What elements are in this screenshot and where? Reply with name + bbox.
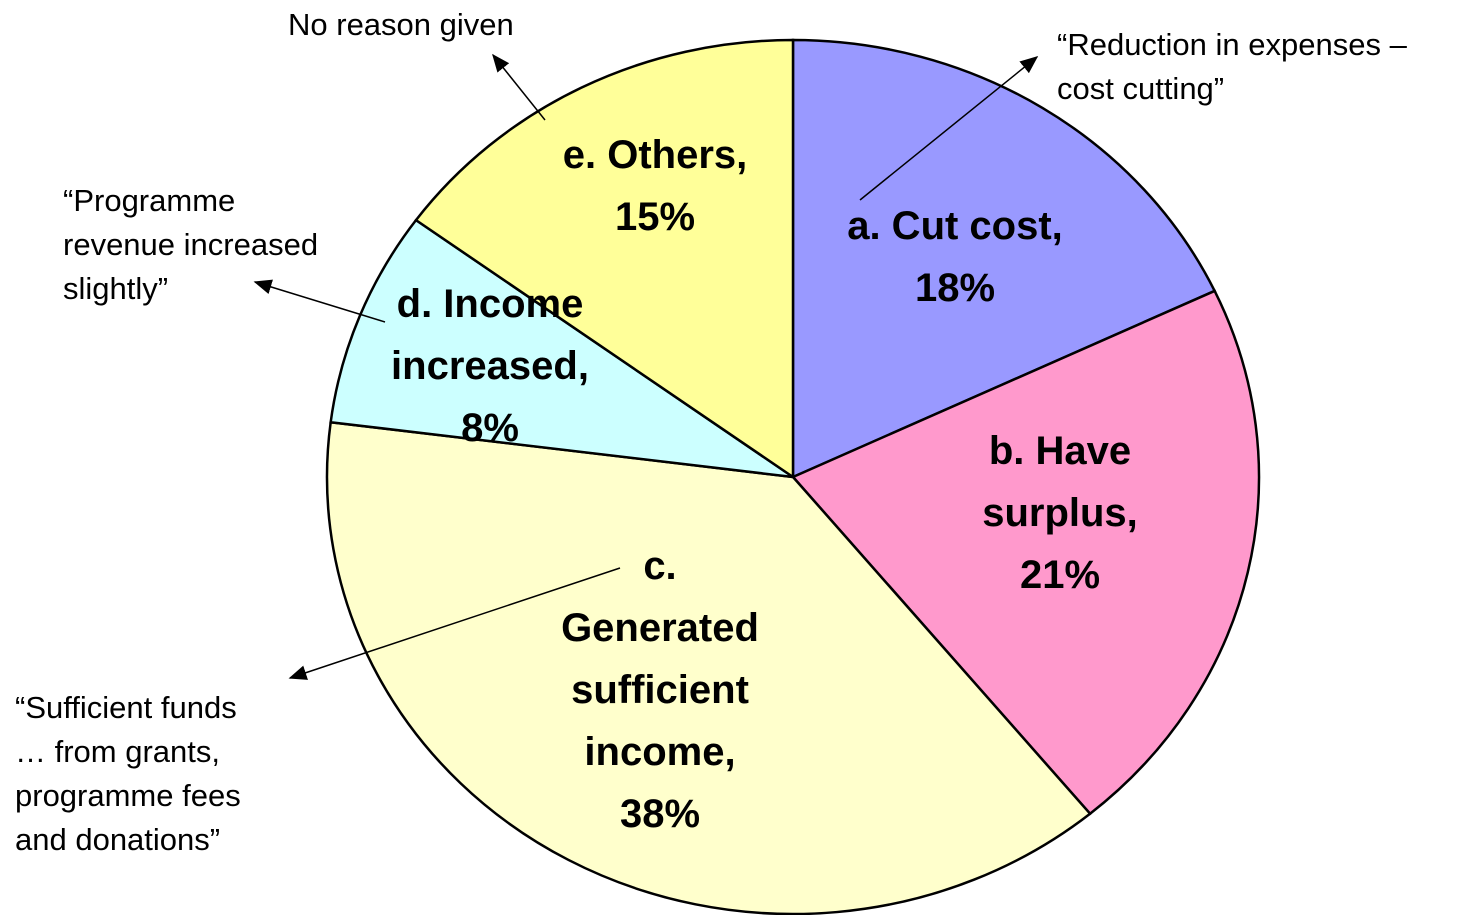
annotation: No reason given <box>288 7 514 42</box>
slice-category: c. Generated sufficient income, <box>561 544 759 774</box>
slice-value-label: 15% <box>614 195 696 239</box>
annotation-arrow <box>859 56 1039 201</box>
annotation-arrow <box>288 567 621 680</box>
slice-category: b. Have surplus, <box>982 429 1138 535</box>
annotation: “Programme revenue increased slightly” <box>63 183 319 306</box>
slice-category: d. Income increased, <box>391 282 589 388</box>
pie-slice <box>414 38 795 480</box>
slice-value-label: 38% <box>619 792 701 836</box>
annotation: “Sufficient funds … from grants, program… <box>15 690 241 857</box>
slice-value-label: 8% <box>461 406 519 450</box>
pie-slice <box>325 420 1092 915</box>
slice-category: e. Others, <box>562 133 748 177</box>
slice-value-label: 21% <box>1019 553 1101 597</box>
slice-label: a. Cut cost, 18% <box>800 195 1110 319</box>
slice-value-label: 18% <box>914 266 996 310</box>
slice-label: e. Others, 15% <box>510 124 800 248</box>
slice-label: b. Have surplus, 21% <box>940 420 1180 606</box>
pie-slice <box>790 289 1261 816</box>
annotation-arrow <box>253 279 386 323</box>
pie-slice <box>329 218 794 479</box>
pie-slice <box>791 38 1217 479</box>
slice-label: d. Income increased, 8% <box>355 273 625 459</box>
slice-category: a. Cut cost, <box>847 204 1063 248</box>
annotation: “Reduction in expenses – cost cutting” <box>1057 27 1407 106</box>
annotation-arrow <box>492 53 546 121</box>
slice-label: c. Generated sufficient income, 38% <box>520 535 800 845</box>
